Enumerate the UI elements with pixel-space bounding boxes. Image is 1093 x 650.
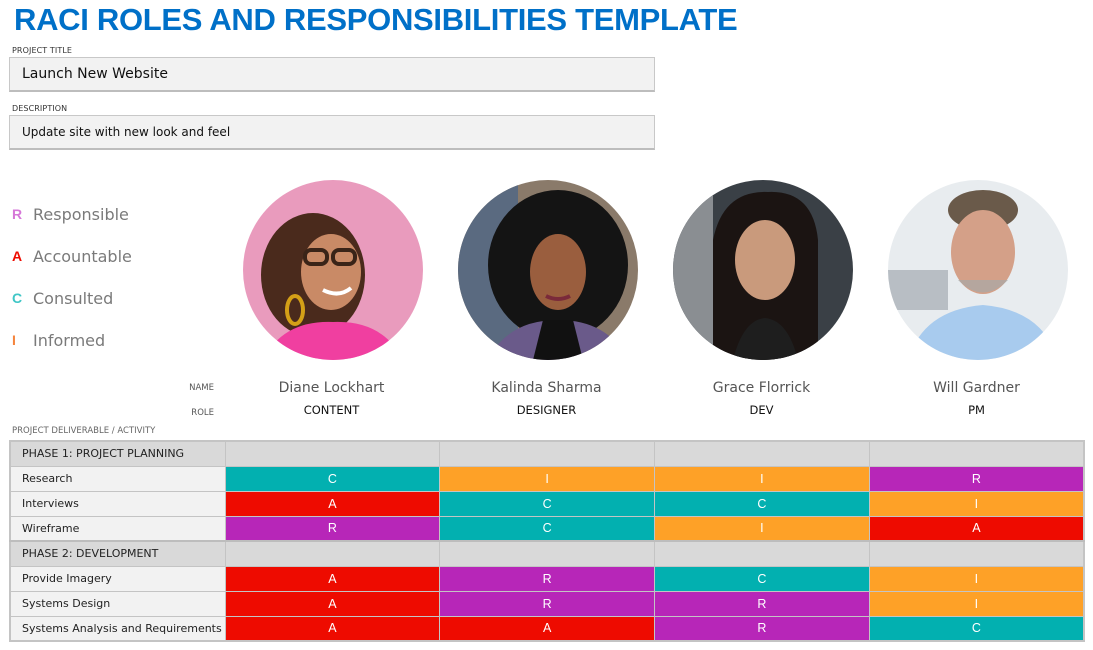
raci-cell[interactable]: R [439, 590, 655, 617]
description-label: DESCRIPTION [12, 104, 68, 113]
phase-title[interactable]: PHASE 1: PROJECT PLANNING [9, 440, 226, 467]
legend-code: R [12, 206, 23, 222]
person-name: Kalinda Sharma [491, 380, 602, 396]
raci-cell[interactable]: C [439, 515, 655, 542]
legend-item-informed: I Informed [12, 319, 132, 361]
raci-cell[interactable]: R [868, 465, 1085, 492]
name-row-label: NAME [189, 383, 214, 393]
phase-cell[interactable] [224, 440, 441, 467]
phase-cell[interactable] [654, 440, 870, 467]
raci-cell[interactable]: I [868, 565, 1085, 592]
person-grace-florrick: Grace Florrick DEV [654, 380, 869, 417]
phase-row: PHASE 1: PROJECT PLANNING [9, 440, 1085, 467]
raci-cell[interactable]: I [654, 465, 870, 492]
legend-item-consulted: C Consulted [12, 277, 132, 319]
raci-cell[interactable]: I [868, 490, 1085, 517]
raci-cell[interactable]: I [654, 515, 870, 542]
description-value: Update site with new look and feel [22, 125, 231, 139]
project-title-field[interactable]: Launch New Website [9, 57, 655, 92]
raci-cell[interactable]: R [224, 515, 441, 542]
activity-name[interactable]: Research [9, 465, 226, 492]
activity-name[interactable]: Systems Design [9, 590, 226, 617]
person-photo-icon [888, 180, 1068, 360]
person-photo-icon [673, 180, 853, 360]
raci-matrix: PHASE 1: PROJECT PLANNING Research C I I… [9, 440, 1085, 642]
legend-item-accountable: A Accountable [12, 235, 132, 277]
avatar-will-gardner [888, 180, 1068, 360]
phase-title[interactable]: PHASE 2: DEVELOPMENT [9, 540, 226, 567]
raci-cell[interactable]: C [654, 490, 870, 517]
activity-name[interactable]: Interviews [9, 490, 226, 517]
table-row: Systems Analysis and Requirements A A R … [9, 615, 1085, 642]
person-name: Will Gardner [933, 380, 1020, 396]
project-title-label: PROJECT TITLE [12, 46, 73, 55]
project-title-value: Launch New Website [22, 66, 168, 82]
person-photo-icon [243, 180, 423, 360]
phase-cell[interactable] [439, 540, 655, 567]
raci-cell[interactable]: A [439, 615, 655, 642]
table-row: Research C I I R [9, 465, 1085, 492]
legend-code: I [12, 332, 16, 348]
person-role: PM [968, 403, 985, 417]
table-row: Systems Design A R R I [9, 590, 1085, 617]
avatar-grace-florrick [673, 180, 853, 360]
legend-label: Responsible [33, 204, 129, 224]
raci-cell[interactable]: R [439, 565, 655, 592]
person-role: DESIGNER [516, 403, 577, 417]
phase-cell[interactable] [439, 440, 655, 467]
raci-cell[interactable]: I [868, 590, 1085, 617]
raci-cell[interactable]: R [654, 590, 870, 617]
person-name: Grace Florrick [712, 380, 811, 396]
raci-cell[interactable]: I [439, 465, 655, 492]
raci-cell[interactable]: R [654, 615, 870, 642]
raci-cell[interactable]: A [224, 490, 441, 517]
activity-name[interactable]: Systems Analysis and Requirements [9, 615, 226, 642]
person-role: DEV [749, 403, 774, 417]
role-row-label: ROLE [191, 408, 214, 418]
legend-label: Informed [33, 330, 106, 350]
avatar-diane-lockhart [243, 180, 423, 360]
raci-cell[interactable]: A [224, 615, 441, 642]
table-row: Interviews A C C I [9, 490, 1085, 517]
table-row: Wireframe R C I A [9, 515, 1085, 542]
person-name: Diane Lockhart [278, 380, 385, 396]
raci-cell[interactable]: C [439, 490, 655, 517]
phase-cell[interactable] [868, 440, 1085, 467]
legend-code: A [12, 248, 23, 264]
phase-cell[interactable] [654, 540, 870, 567]
legend-item-responsible: R Responsible [12, 193, 132, 235]
phase-row: PHASE 2: DEVELOPMENT [9, 540, 1085, 567]
raci-cell[interactable]: A [224, 565, 441, 592]
table-row: Provide Imagery A R C I [9, 565, 1085, 592]
avatar-kalinda-sharma [458, 180, 638, 360]
deliverable-caption: PROJECT DELIVERABLE / ACTIVITY [12, 426, 156, 436]
activity-name[interactable]: Wireframe [9, 515, 226, 542]
person-will-gardner: Will Gardner PM [869, 380, 1084, 417]
raci-cell[interactable]: A [868, 515, 1085, 542]
raci-cell[interactable]: C [868, 615, 1085, 642]
raci-cell[interactable]: C [224, 465, 441, 492]
raci-legend: R Responsible A Accountable C Consulted … [12, 193, 132, 361]
activity-name[interactable]: Provide Imagery [9, 565, 226, 592]
legend-label: Consulted [33, 288, 114, 308]
raci-cell[interactable]: C [654, 565, 870, 592]
person-photo-icon [458, 180, 638, 360]
legend-code: C [12, 290, 23, 306]
page-title: RACI ROLES AND RESPONSIBILITIES TEMPLATE [14, 2, 738, 37]
phase-cell[interactable] [868, 540, 1085, 567]
person-kalinda-sharma: Kalinda Sharma DESIGNER [439, 380, 654, 417]
legend-label: Accountable [33, 246, 132, 266]
raci-cell[interactable]: A [224, 590, 441, 617]
phase-cell[interactable] [224, 540, 441, 567]
person-role: CONTENT [303, 403, 360, 417]
person-diane-lockhart: Diane Lockhart CONTENT [224, 380, 439, 417]
description-field[interactable]: Update site with new look and feel [9, 115, 655, 150]
